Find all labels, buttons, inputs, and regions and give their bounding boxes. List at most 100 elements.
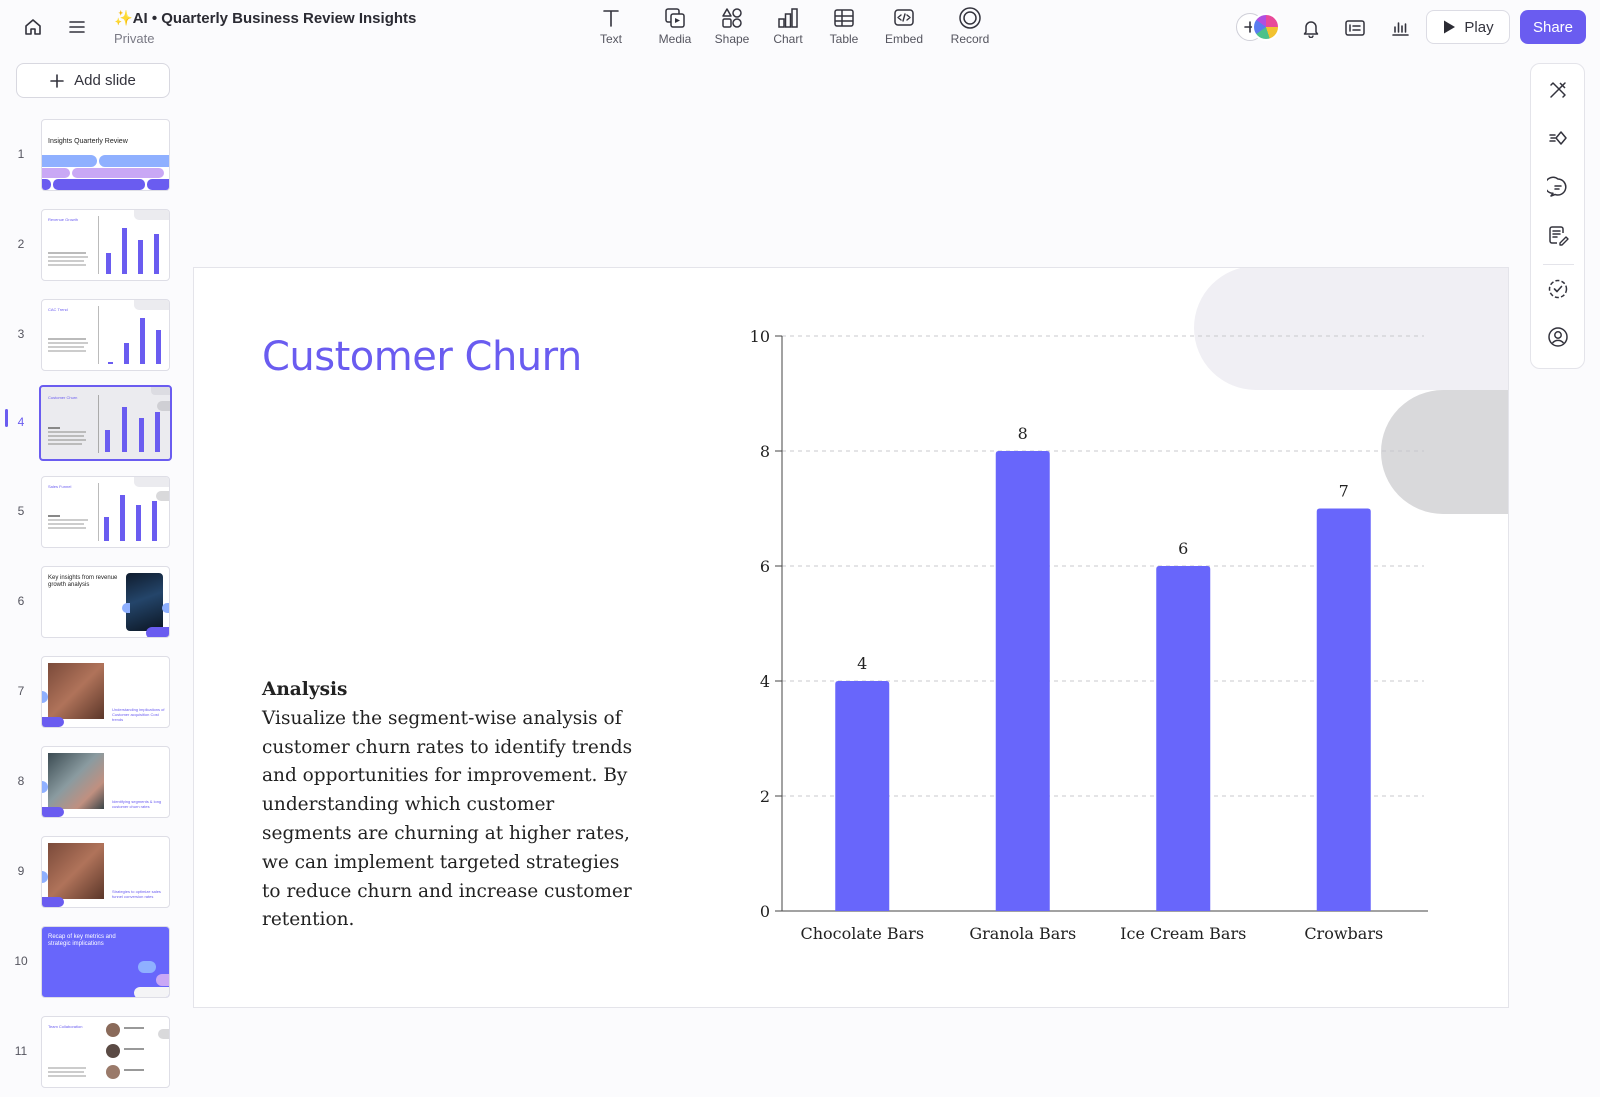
menu-icon[interactable] [62,12,92,42]
document-title-block[interactable]: ✨AI • Quarterly Business Review Insights… [114,9,416,46]
slide-preview-title: Key insights from revenue growth analysi… [48,575,118,588]
y-tick-label: 0 [760,902,770,921]
slide-preview-title: Strategies to optimize sales funnel conv… [112,889,161,899]
media-icon [663,4,687,32]
data-label: 6 [1178,539,1188,558]
insert-table-button[interactable]: Table [826,4,862,50]
slide-preview-title: Recap of key metrics and strategic impli… [48,934,116,947]
avatar[interactable] [1252,13,1280,41]
slide-number: 5 [17,504,25,518]
slide-thumbnail-11[interactable]: 11 Team Collaboration [0,1016,180,1088]
slide-preview: Insights Quarterly Review [41,119,170,191]
play-icon [1444,20,1456,34]
bar[interactable] [1156,566,1211,911]
slide-number: 8 [17,774,25,788]
bar[interactable] [995,451,1050,911]
y-tick-label: 6 [760,557,770,576]
slide-number: 9 [17,864,25,878]
slide-thumbnail-3[interactable]: 3 CAC Trend [0,299,180,371]
collaborators[interactable] [1236,13,1282,43]
slide-preview: Recap of key metrics and strategic impli… [41,926,170,998]
insert-record-button[interactable]: Record [948,4,992,50]
slide-number: 1 [17,147,25,161]
insert-text-button[interactable]: Text [596,4,626,50]
slide-preview: Understanding implications of Customer a… [41,656,170,728]
bell-icon[interactable] [1296,13,1326,43]
insert-shape-button[interactable]: Shape [712,4,752,50]
plus-icon [50,73,64,88]
slide-thumbnail-4[interactable]: 4 Customer Churn [0,385,180,461]
analytics-icon[interactable] [1385,13,1415,43]
embed-icon [892,4,916,32]
slide-preview: Identifying segments & long customer chu… [41,746,170,818]
data-label: 7 [1339,482,1349,501]
slide-number: 10 [14,954,28,968]
slide-title[interactable]: Customer Churn [262,334,582,380]
slide-thumbnail-1[interactable]: 1 Insights Quarterly Review [0,119,180,191]
design-tools-icon[interactable] [1543,75,1573,105]
insert-table-label: Table [829,32,859,46]
privacy-status: Private [114,31,155,46]
image-thumbnail [48,843,104,899]
bar[interactable] [835,681,890,911]
animation-icon[interactable] [1543,123,1573,153]
slide-preview-title: Understanding implications of Customer a… [112,707,165,722]
comments-icon[interactable] [1543,172,1573,202]
chart-icon [776,4,800,32]
insert-embed-label: Embed [884,32,924,46]
home-icon[interactable] [18,12,48,42]
profile-icon[interactable] [1543,322,1573,352]
insert-record-label: Record [950,32,990,46]
slide-preview: Revenue Growth [41,209,170,281]
slide-thumbnail-9[interactable]: 9 Strategies to optimize sales funnel co… [0,836,180,908]
slide-thumbnail-2[interactable]: 2 Revenue Growth [0,209,180,281]
slide-number: 2 [17,237,25,251]
play-button[interactable]: Play [1426,10,1510,44]
y-tick-label: 4 [760,672,770,691]
x-tick-label: Ice Cream Bars [1120,924,1246,943]
shape-icon [720,4,744,32]
decor-shape [1381,390,1508,514]
rail-divider [1543,264,1574,265]
data-label: 4 [857,654,867,673]
slide-thumbnail-5[interactable]: 5 Sales Funnel [0,476,180,548]
analysis-text-block[interactable]: Analysis Visualize the segment-wise anal… [262,676,642,935]
insert-media-button[interactable]: Media [654,4,696,50]
table-icon [832,4,856,32]
slide-thumbnail-10[interactable]: 10 Recap of key metrics and strategic im… [0,926,180,998]
analysis-body: Visualize the segment-wise analysis of c… [262,707,633,931]
add-slide-button[interactable]: Add slide [16,63,170,98]
slide-preview-title: Customer Churn [48,395,78,400]
notes-icon[interactable] [1543,220,1573,250]
slide-thumbnail-8[interactable]: 8 Identifying segments & long customer c… [0,746,180,818]
image-thumbnail [48,753,104,809]
slide-preview-title: Revenue Growth [48,217,79,222]
text-icon [600,4,622,32]
insert-text-label: Text [599,32,622,46]
slide-preview: Team Collaboration [41,1016,170,1088]
slide-canvas[interactable]: Customer Churn Analysis Visualize the se… [193,267,1509,1008]
share-button[interactable]: Share [1520,10,1586,44]
top-bar: ✨AI • Quarterly Business Review Insights… [0,0,1600,56]
x-tick-label: Granola Bars [969,924,1076,943]
insert-chart-button[interactable]: Chart [770,4,806,50]
slide-preview: Sales Funnel [41,476,170,548]
active-slide-indicator [5,409,8,427]
slide-number: 11 [14,1044,28,1058]
slide-number: 7 [17,684,25,698]
slide-thumbnail-7[interactable]: 7 Understanding implications of Customer… [0,656,180,728]
slide-preview-title: Sales Funnel [48,484,72,489]
document-title[interactable]: ✨AI • Quarterly Business Review Insights [114,10,417,27]
insert-shape-label: Shape [714,32,750,46]
bar[interactable] [1316,508,1371,912]
checklist-icon[interactable] [1543,274,1573,304]
insert-embed-button[interactable]: Embed [884,4,924,50]
slide-info-icon[interactable] [1340,13,1370,43]
slide-thumbnail-6[interactable]: 6 Key insights from revenue growth analy… [0,566,180,638]
slide-number: 3 [17,327,25,341]
bar-chart[interactable]: 0 2 4 6 8 10 4 Chocolate Bars 8 Granola Bars 6 Ice … [194,268,1509,1008]
y-tick-label: 8 [760,442,770,461]
insert-toolbar: Text Media Shape Chart Table Embed Recor… [596,4,992,50]
y-tick-label: 10 [750,327,770,346]
y-tick-label: 2 [760,787,770,806]
